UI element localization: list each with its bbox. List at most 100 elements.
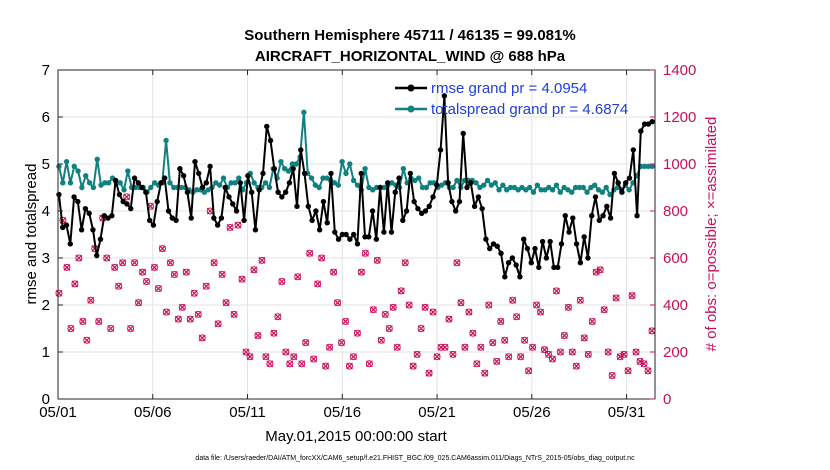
obs-possible-marker <box>608 372 616 379</box>
obs-possible-marker <box>357 268 365 276</box>
chart-title-line2: AIRCRAFT_HORIZONTAL_WIND @ 688 hPa <box>255 48 566 65</box>
obs-assimilated-marker <box>588 318 596 325</box>
totalspread-point <box>362 166 368 172</box>
obs-assimilated-marker <box>135 299 142 307</box>
totalspread-point <box>347 161 353 167</box>
rmse-line <box>57 94 653 278</box>
obs-assimilated-marker <box>433 353 441 361</box>
obs-assimilated-marker <box>533 301 540 309</box>
totalspread-point <box>102 180 108 186</box>
obs-assimilated-marker <box>278 278 286 285</box>
obs-possible-marker <box>254 332 262 340</box>
totalspread-point <box>400 166 407 172</box>
totalspread-point <box>75 168 81 174</box>
obs-assimilated-marker <box>557 348 564 356</box>
rmse-point <box>112 177 119 184</box>
obs-assimilated-marker <box>250 266 258 274</box>
rmse-point <box>555 264 561 271</box>
footer-data-file: data file: /Users/raeder/DAI/ATM_forcXX/… <box>195 455 635 462</box>
x-tick-label: 05/26 <box>513 404 551 421</box>
obs-possible-marker <box>576 296 584 304</box>
obs-possible-marker <box>544 350 552 358</box>
obs-possible-marker <box>481 369 489 377</box>
rmse-point <box>146 217 153 224</box>
obs-possible-marker <box>501 336 509 344</box>
obs-possible-marker <box>497 317 505 325</box>
rmse-point <box>615 180 621 186</box>
rmse-point <box>279 194 285 200</box>
obs-assimilated-marker <box>314 280 322 288</box>
totalspread-point <box>599 189 606 195</box>
obs-possible-marker <box>529 343 537 351</box>
rmse-point <box>230 201 236 207</box>
totalspread-point <box>216 182 223 188</box>
obs-possible-marker <box>437 343 445 351</box>
obs-possible-marker <box>262 353 270 361</box>
obs-assimilated-marker <box>226 224 234 231</box>
rmse-point <box>532 245 538 252</box>
obs-assimilated-marker <box>505 353 513 361</box>
rmse-point <box>313 208 319 214</box>
totalspread-point <box>584 189 590 195</box>
obs-possible-marker <box>513 313 521 321</box>
obs-possible-marker <box>592 268 600 276</box>
rmse-point <box>452 208 459 214</box>
obs-possible-marker <box>453 259 461 267</box>
rmse-point <box>188 215 194 221</box>
obs-assimilated-marker <box>222 299 230 307</box>
plot-frame <box>57 69 656 400</box>
y-tick-label: 1 <box>42 344 50 361</box>
rmse-point <box>626 175 633 181</box>
rmse-point <box>407 170 414 177</box>
obs-assimilated-marker <box>529 343 536 351</box>
plot-area <box>58 70 655 399</box>
obs-possible-marker <box>182 268 190 276</box>
obs-possible-marker <box>174 315 182 323</box>
rmse-point <box>237 180 244 186</box>
rmse-point <box>143 189 149 195</box>
rmse-point <box>430 194 436 200</box>
obs-assimilated-marker <box>290 353 298 361</box>
obs-possible-marker <box>234 221 242 229</box>
rmse-point <box>116 191 123 198</box>
rmse-point <box>403 208 410 214</box>
rmse-point <box>233 208 240 214</box>
obs-possible-marker <box>640 360 648 368</box>
y-right-tick-label: 400 <box>663 297 688 314</box>
rmse-point <box>449 198 455 205</box>
obs-possible-marker <box>274 313 282 321</box>
obs-possible-marker <box>489 339 497 347</box>
rmse-point <box>562 213 568 219</box>
obs-possible-marker <box>298 360 306 368</box>
obs-possible-marker <box>170 270 178 278</box>
obs-assimilated-marker <box>178 303 186 311</box>
rmse-point <box>483 236 489 242</box>
obs-assimilated-marker <box>493 357 501 365</box>
obs-assimilated-marker <box>155 285 162 292</box>
totalspread-point <box>427 180 433 186</box>
y-axis-label: rmse and totalspread <box>23 164 40 305</box>
rmse-point <box>384 180 391 186</box>
totalspread-point <box>626 187 632 193</box>
rmse-point <box>347 236 353 242</box>
rmse-point <box>358 170 364 177</box>
obs-count-markers <box>55 193 656 379</box>
obs-possible-marker <box>429 308 437 316</box>
obs-assimilated-marker <box>214 320 222 328</box>
totalspread-point <box>481 182 487 188</box>
rmse-point <box>199 184 206 191</box>
grid <box>57 69 655 400</box>
rmse-point <box>366 234 372 240</box>
rmse-point <box>400 217 406 224</box>
obs-assimilated-marker <box>234 221 242 229</box>
rmse-point <box>592 194 599 200</box>
rmse-point <box>135 180 141 186</box>
rmse-point <box>90 227 96 233</box>
obs-possible-marker <box>465 308 473 316</box>
obs-assimilated-marker <box>417 325 425 332</box>
obs-possible-marker <box>373 256 381 264</box>
obs-possible-marker <box>369 306 377 314</box>
obs-assimilated-marker <box>365 360 373 368</box>
rmse-point <box>165 208 172 214</box>
rmse-point <box>607 215 614 221</box>
